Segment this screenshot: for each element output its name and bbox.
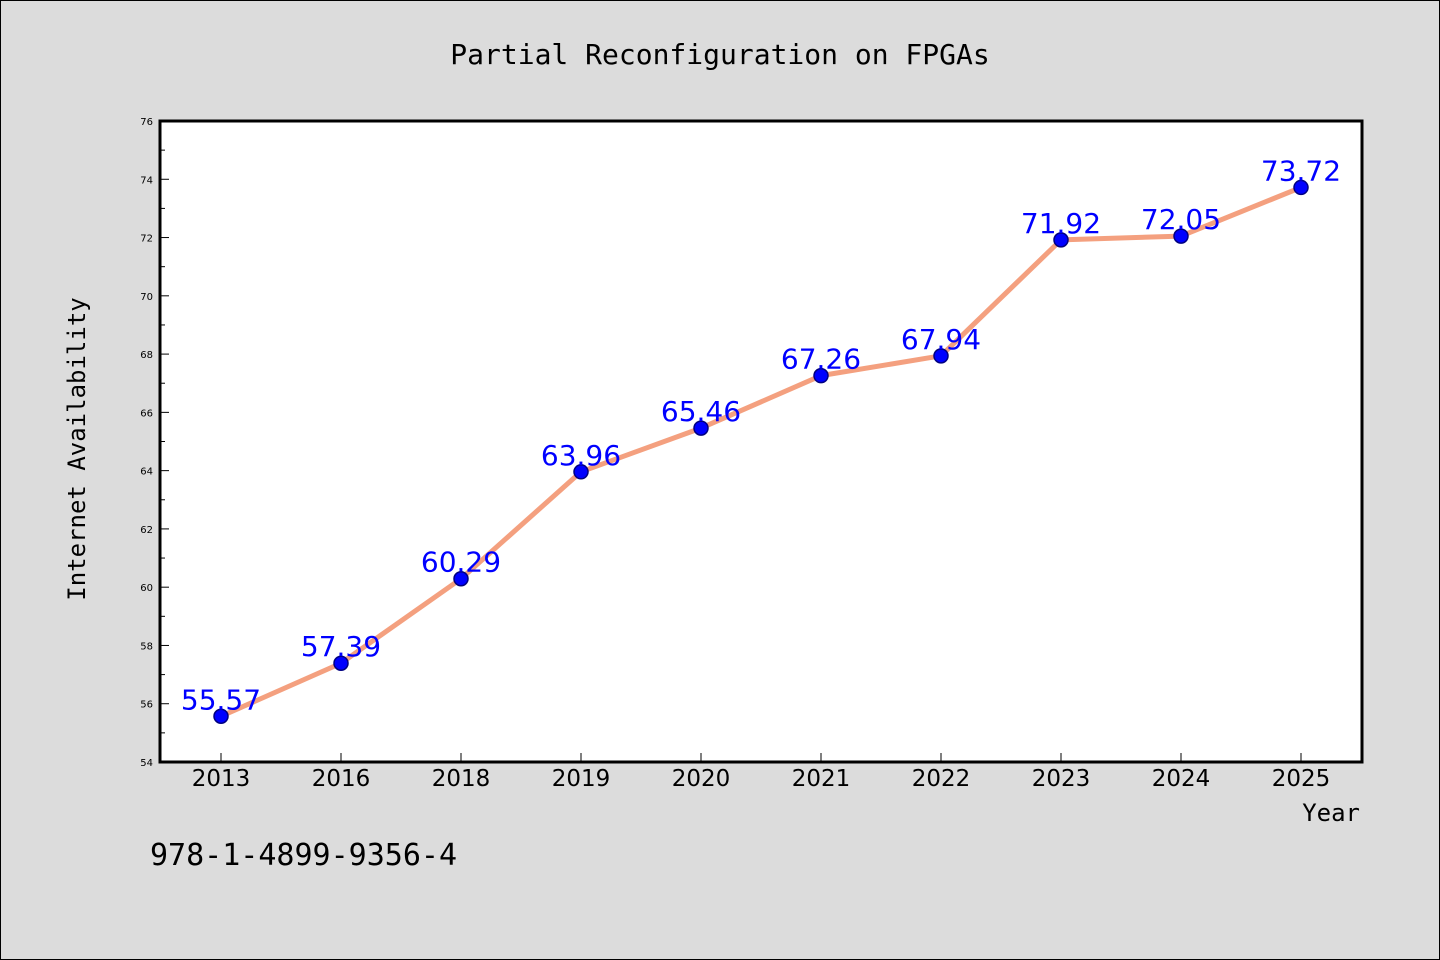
series-line bbox=[218, 184, 1304, 719]
x-tick-label: 2025 bbox=[1272, 766, 1331, 792]
plot-area bbox=[158, 119, 1364, 764]
data-value-label: 71.92 bbox=[1021, 207, 1101, 240]
data-point-marker bbox=[1173, 228, 1189, 244]
data-point-marker bbox=[573, 464, 589, 480]
y-tick-label: 64 bbox=[140, 467, 153, 478]
data-point-marker bbox=[1053, 232, 1069, 248]
data-value-label: 73.72 bbox=[1261, 154, 1341, 187]
data-point-marker bbox=[813, 367, 829, 384]
x-tick-label: 2022 bbox=[912, 766, 971, 792]
x-tick-label: 2018 bbox=[432, 766, 491, 792]
y-tick-label: 74 bbox=[140, 175, 153, 186]
x-tick-label: 2020 bbox=[672, 766, 731, 792]
isbn-label: 978-1-4899-9356-4 bbox=[150, 838, 457, 873]
x-tick-label: 2016 bbox=[312, 766, 371, 792]
y-axis: 54 56 58 60 62 64 66 68 70 72 74 76 bbox=[140, 117, 169, 769]
y-tick-label: 72 bbox=[140, 234, 153, 245]
data-value-label: 63.96 bbox=[541, 439, 621, 472]
x-axis: 2013 2016 2018 2019 2020 2021 2022 2023 2024 2025 bbox=[192, 753, 1331, 792]
x-tick-label: 2021 bbox=[792, 766, 851, 792]
data-point-marker bbox=[693, 420, 709, 436]
data-value-label: 60.29 bbox=[421, 546, 501, 579]
data-value-label: 55.57 bbox=[181, 683, 261, 716]
x-tick-label: 2019 bbox=[552, 766, 611, 792]
y-tick-label: 54 bbox=[140, 758, 153, 769]
data-value-label: 67.94 bbox=[901, 323, 981, 356]
x-tick-label: 2023 bbox=[1032, 766, 1091, 792]
data-value-label: 72.05 bbox=[1141, 203, 1221, 236]
data-point-marker bbox=[933, 348, 949, 364]
y-tick-label: 66 bbox=[140, 408, 153, 419]
chart-title: Partial Reconfiguration on FPGAs bbox=[450, 38, 989, 71]
x-tick-label: 2013 bbox=[192, 766, 251, 792]
y-tick-label: 68 bbox=[140, 350, 153, 361]
y-tick-label: 70 bbox=[140, 292, 153, 303]
y-axis-label: Internet Availability bbox=[63, 297, 91, 600]
x-axis-label: Year bbox=[1302, 799, 1360, 827]
data-point-marker bbox=[213, 708, 229, 725]
y-tick-label: 76 bbox=[140, 117, 153, 128]
data-value-label: 57.39 bbox=[301, 630, 381, 663]
data-value-label: 65.46 bbox=[661, 395, 741, 428]
y-tick-label: 62 bbox=[140, 525, 153, 536]
y-tick-label: 56 bbox=[140, 700, 153, 711]
y-tick-label: 60 bbox=[140, 583, 153, 594]
data-point-marker bbox=[453, 570, 469, 587]
x-tick-label: 2024 bbox=[1152, 766, 1211, 792]
data-labels: 55.57 57.39 60.29 63.96 65.46 67.26 67.94 71.92… bbox=[181, 154, 1341, 716]
y-tick-label: 58 bbox=[140, 641, 153, 652]
data-point-marker bbox=[1293, 179, 1309, 196]
data-point-marker bbox=[333, 655, 349, 671]
series-markers bbox=[213, 179, 1309, 725]
data-value-label: 67.26 bbox=[781, 343, 861, 376]
